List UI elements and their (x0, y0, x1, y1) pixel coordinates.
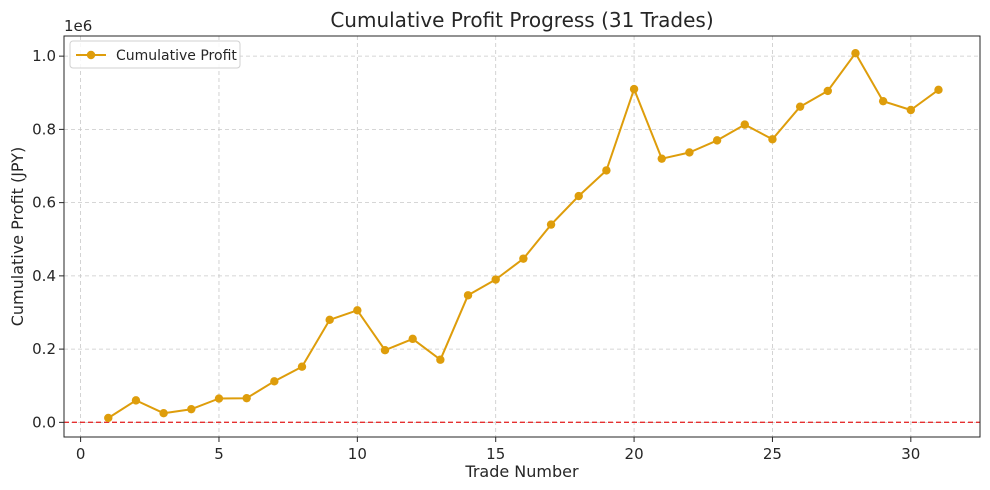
data-point-trade-13 (436, 355, 445, 364)
y-tick-label: 1.0 (32, 47, 56, 65)
data-point-trade-30 (906, 105, 916, 115)
x-tick-label: 0 (76, 445, 86, 463)
data-point-trade-22 (685, 148, 694, 157)
data-point-trade-25 (768, 135, 777, 144)
data-point-trade-23 (712, 136, 722, 145)
legend: Cumulative Profit (69, 40, 241, 69)
y-axis-ticks: 0.0 0.2 0.4 0.6 0.8 1.0 (32, 47, 64, 431)
y-tick-label: 0.2 (32, 340, 56, 358)
x-tick-label: 10 (348, 445, 367, 463)
x-tick-label: 5 (214, 445, 224, 463)
data-point-trade-4 (187, 404, 196, 414)
data-point-trade-24 (740, 120, 749, 129)
data-point-trade-20 (629, 84, 639, 94)
y-tick-label: 0.6 (32, 194, 56, 212)
y-axis-offset-label: 1e6 (64, 17, 92, 35)
chart-title: Cumulative Profit Progress (31 Trades) (330, 8, 713, 32)
grid (64, 36, 980, 437)
data-point-trade-27 (823, 86, 832, 96)
x-axis-label: Trade Number (464, 462, 579, 481)
data-point-trade-28 (851, 49, 860, 58)
data-point-trade-9 (325, 315, 334, 325)
data-point-trade-18 (574, 191, 583, 201)
data-point-trade-16 (519, 254, 528, 263)
y-axis-label: Cumulative Profit (JPY) (8, 147, 27, 327)
data-point-trade-29 (878, 96, 888, 106)
data-point-trade-26 (795, 102, 805, 111)
data-point-trade-11 (380, 346, 390, 355)
y-tick-label: 0.8 (32, 120, 56, 138)
data-points (104, 49, 943, 423)
legend-dot-marker (86, 50, 96, 60)
data-point-trade-19 (602, 166, 611, 175)
data-point-trade-10 (353, 306, 362, 315)
data-point-trade-5 (214, 394, 224, 403)
legend-entry-cumulative-profit: Cumulative Profit (116, 48, 237, 64)
data-point-trade-14 (463, 291, 473, 300)
y-tick-label: 0.4 (32, 267, 56, 285)
x-axis-ticks: 0 5 10 15 20 25 30 (76, 437, 920, 463)
data-point-trade-3 (159, 408, 168, 418)
data-point-trade-15 (491, 275, 500, 284)
data-point-trade-7 (270, 377, 279, 386)
x-tick-label: 20 (625, 445, 644, 463)
data-point-trade-8 (297, 362, 307, 371)
data-point-trade-12 (408, 334, 417, 344)
x-tick-label: 15 (486, 445, 505, 463)
data-point-trade-17 (546, 220, 556, 229)
legend-box (69, 40, 241, 69)
data-point-trade-1 (104, 413, 113, 423)
x-tick-label: 30 (901, 445, 920, 463)
data-point-trade-6 (242, 393, 251, 403)
y-tick-label: 0.0 (32, 413, 56, 431)
x-tick-label: 25 (763, 445, 782, 463)
data-point-trade-31 (934, 85, 943, 95)
data-point-trade-2 (131, 396, 141, 405)
data-point-trade-21 (657, 154, 666, 163)
plot-frame (63, 35, 981, 438)
series-line-cumulative-profit (107, 52, 940, 419)
